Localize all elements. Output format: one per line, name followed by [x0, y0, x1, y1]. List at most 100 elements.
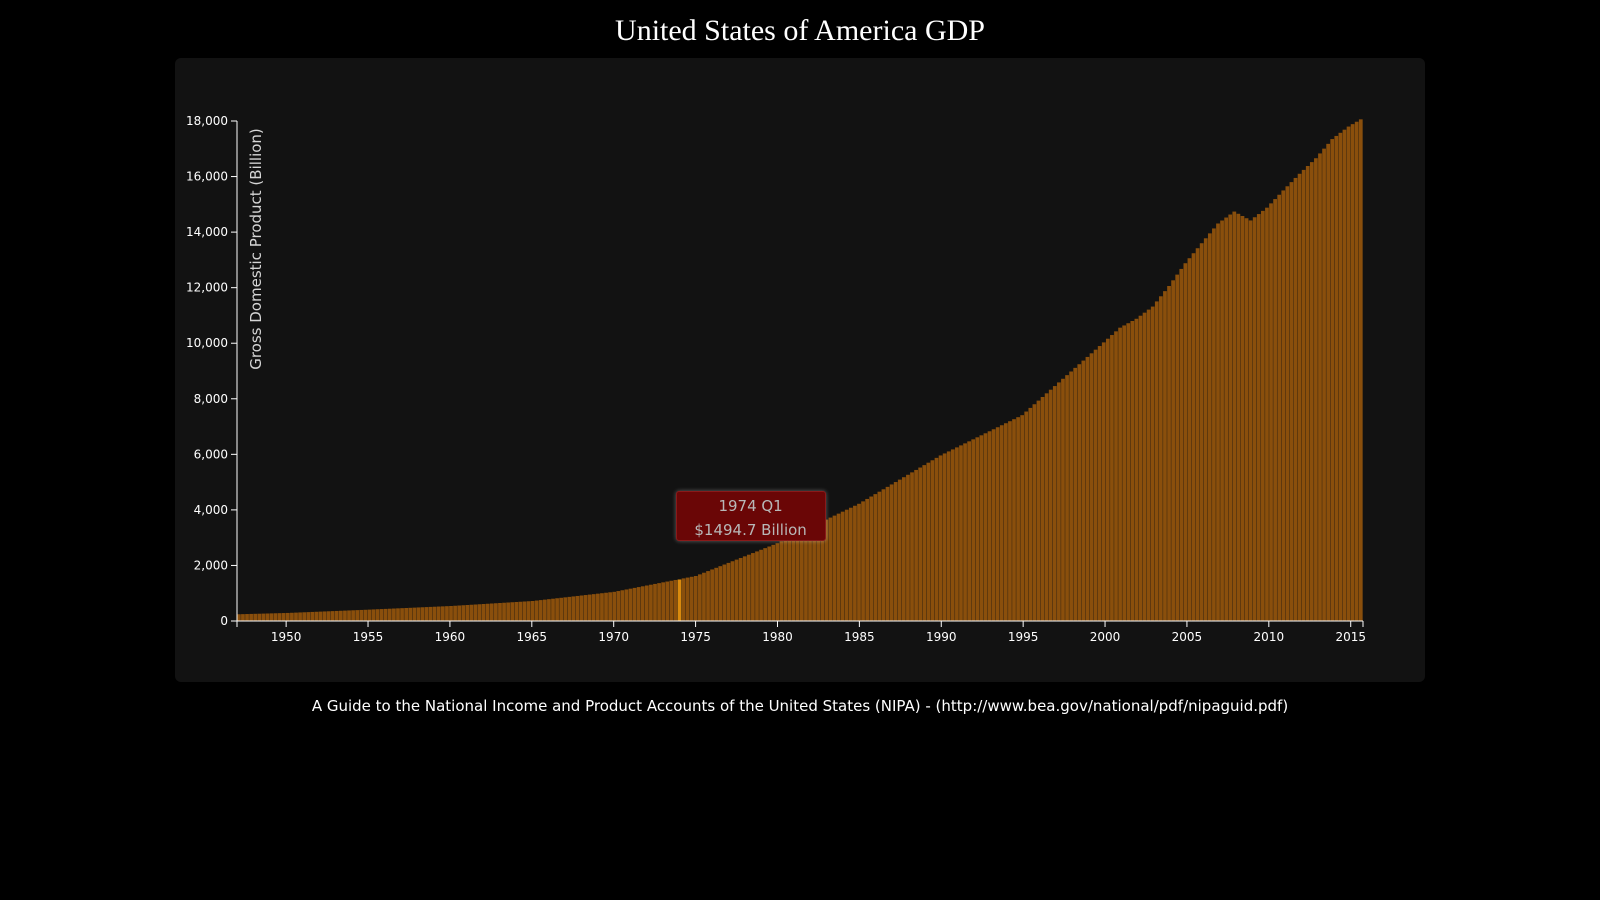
bar[interactable] — [265, 613, 270, 621]
bar[interactable] — [897, 479, 902, 621]
bar[interactable] — [1326, 143, 1331, 621]
bar[interactable] — [857, 503, 861, 621]
bar[interactable] — [420, 607, 425, 621]
bar[interactable] — [551, 598, 555, 621]
bar[interactable] — [306, 612, 311, 621]
bar[interactable] — [844, 509, 849, 621]
bar[interactable] — [979, 435, 984, 621]
bar[interactable] — [596, 593, 600, 621]
bar[interactable] — [245, 614, 249, 621]
bar[interactable] — [302, 612, 307, 621]
bar[interactable] — [1036, 400, 1041, 621]
bar[interactable] — [294, 612, 298, 621]
bar[interactable] — [408, 607, 413, 621]
bar[interactable] — [698, 574, 702, 621]
bar[interactable] — [412, 607, 417, 622]
bar[interactable] — [812, 525, 816, 621]
bar[interactable] — [853, 505, 857, 621]
bar[interactable] — [1040, 396, 1045, 621]
bar[interactable] — [506, 602, 510, 622]
bar[interactable] — [1069, 371, 1073, 622]
bar[interactable] — [1236, 213, 1241, 621]
bar[interactable] — [1163, 291, 1167, 621]
bar[interactable] — [726, 562, 731, 621]
bar[interactable] — [453, 605, 457, 621]
bar[interactable] — [1318, 153, 1322, 621]
bar[interactable] — [396, 608, 400, 621]
bar[interactable] — [975, 437, 980, 621]
bar[interactable] — [1065, 375, 1069, 621]
bar[interactable] — [1289, 182, 1294, 622]
bar[interactable] — [1028, 407, 1033, 621]
bar[interactable] — [432, 606, 437, 621]
bar[interactable] — [779, 541, 784, 621]
bar[interactable] — [759, 549, 763, 621]
bar[interactable] — [885, 486, 890, 621]
bar[interactable] — [383, 608, 388, 621]
bar[interactable] — [787, 537, 792, 621]
bar[interactable] — [946, 451, 951, 621]
bar[interactable] — [1057, 382, 1061, 621]
bar[interactable] — [481, 604, 486, 621]
bar[interactable] — [991, 429, 996, 621]
bar[interactable] — [1183, 263, 1188, 621]
bar[interactable] — [710, 569, 714, 621]
bar[interactable] — [1159, 296, 1163, 621]
bar[interactable] — [510, 602, 515, 621]
bar[interactable] — [1338, 132, 1343, 621]
bar[interactable] — [889, 484, 894, 621]
bar[interactable] — [351, 610, 355, 621]
bar[interactable] — [310, 611, 315, 621]
bar[interactable] — [1073, 367, 1078, 621]
bar[interactable] — [1126, 323, 1131, 621]
bar[interactable] — [1232, 211, 1237, 621]
bar[interactable] — [755, 551, 759, 621]
bar[interactable] — [371, 609, 376, 621]
bar[interactable] — [400, 608, 404, 621]
bar[interactable] — [387, 608, 392, 621]
bar[interactable] — [1130, 321, 1135, 621]
bar[interactable] — [469, 604, 474, 621]
bar[interactable] — [1008, 421, 1012, 621]
bar[interactable] — [591, 594, 596, 622]
bar[interactable] — [567, 596, 572, 622]
bar[interactable] — [1150, 306, 1155, 621]
bar[interactable] — [1154, 301, 1159, 621]
bar[interactable] — [534, 600, 539, 621]
bar[interactable] — [816, 523, 821, 622]
bar[interactable] — [987, 431, 992, 621]
bar[interactable] — [559, 597, 564, 621]
bar[interactable] — [375, 609, 380, 621]
bar[interactable] — [600, 593, 604, 621]
bar[interactable] — [1346, 126, 1351, 621]
bar[interactable] — [689, 576, 694, 621]
bar[interactable] — [547, 599, 551, 621]
bar[interactable] — [1077, 364, 1082, 621]
bar[interactable] — [465, 605, 470, 621]
bar[interactable] — [1350, 124, 1355, 622]
bar[interactable] — [775, 543, 780, 621]
bar[interactable] — [1244, 218, 1249, 621]
bar[interactable] — [1105, 338, 1110, 621]
bar[interactable] — [1199, 243, 1204, 621]
bar[interactable] — [934, 457, 939, 621]
bar[interactable] — [424, 607, 429, 621]
bar[interactable] — [1048, 389, 1053, 621]
bar[interactable] — [1110, 335, 1114, 621]
bar[interactable] — [824, 519, 829, 621]
bar[interactable] — [359, 609, 364, 621]
bar[interactable] — [326, 611, 331, 621]
bar[interactable] — [298, 612, 302, 621]
bar[interactable] — [1142, 312, 1147, 621]
bar[interactable] — [314, 611, 319, 621]
bar[interactable] — [1309, 162, 1314, 622]
bar[interactable] — [1322, 148, 1326, 621]
bar[interactable] — [1293, 177, 1298, 621]
bar[interactable] — [751, 553, 755, 621]
bar[interactable] — [281, 613, 286, 621]
bar[interactable] — [734, 559, 739, 621]
bar[interactable] — [237, 614, 241, 621]
bar[interactable] — [1175, 274, 1180, 621]
bar[interactable] — [971, 439, 976, 621]
bar[interactable] — [392, 608, 396, 621]
